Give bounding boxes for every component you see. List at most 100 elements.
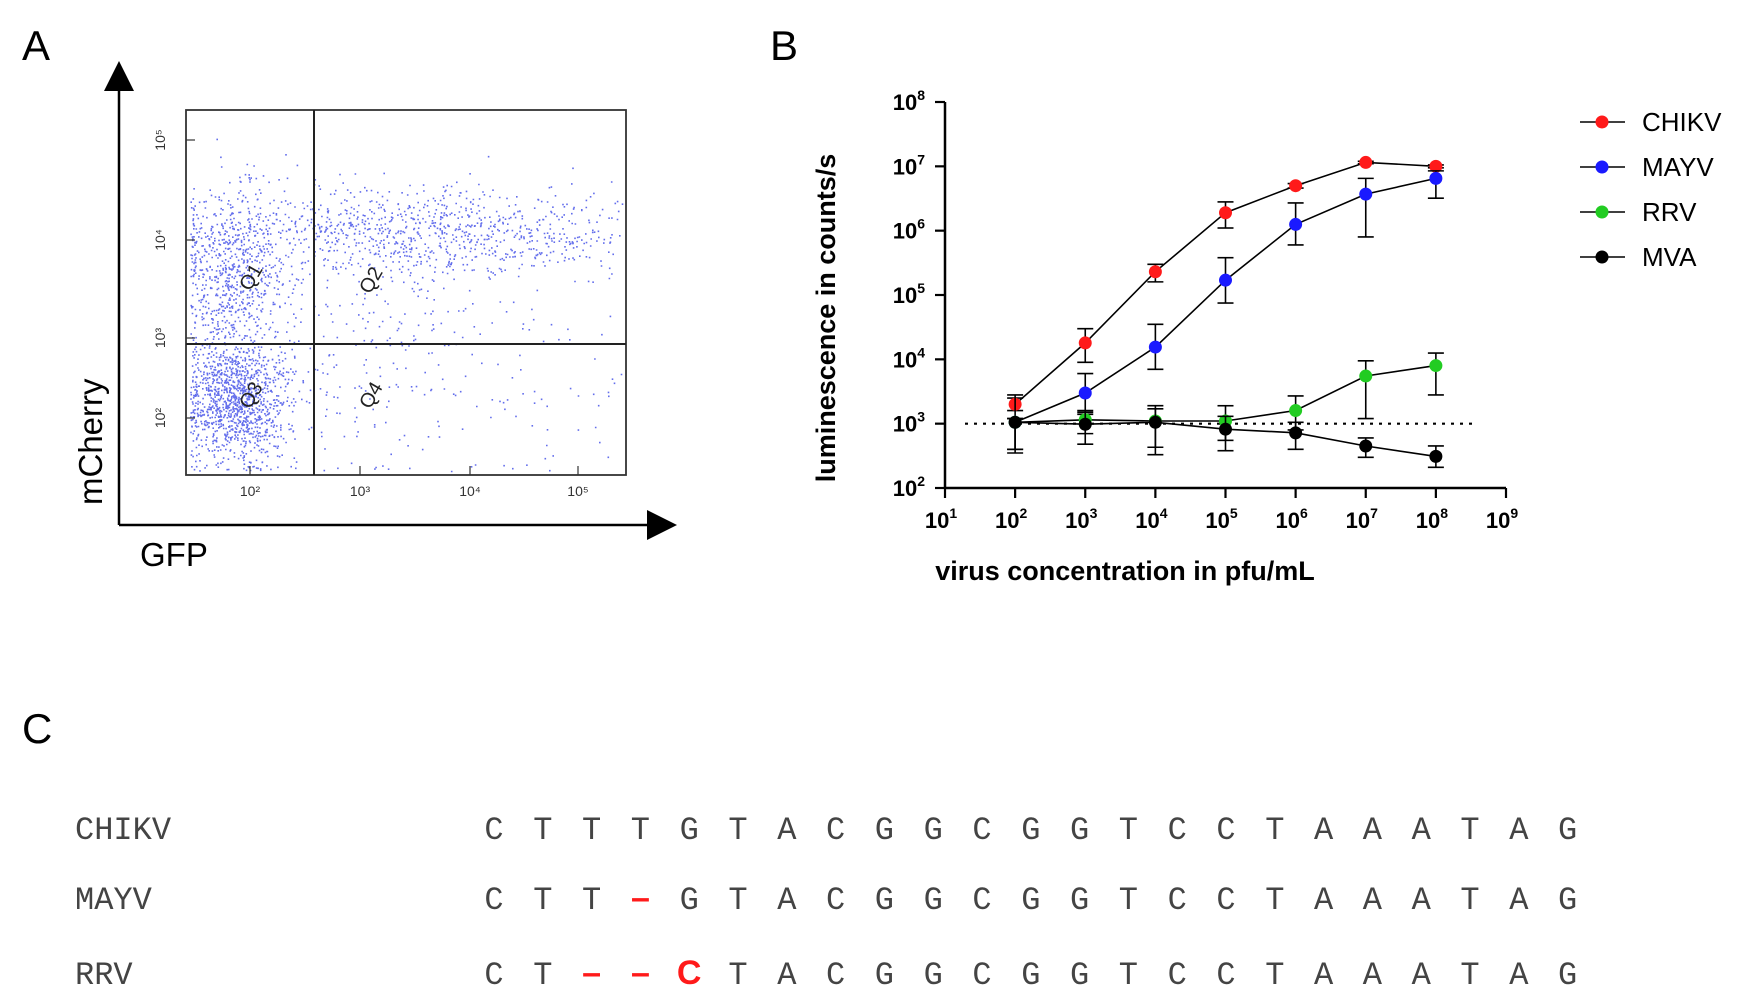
base: T	[533, 957, 552, 994]
series-chikv	[1007, 155, 1444, 412]
base: T	[728, 957, 747, 994]
base: C	[972, 957, 991, 994]
base: T	[1460, 957, 1479, 994]
base: C	[1168, 812, 1187, 849]
base: G	[875, 812, 894, 849]
flow-cytometry-plot: 10² 10³ 10⁴ 10⁵ 10² 10³ 10⁴ 10⁵ GFP mCherry Q1 Q…	[72, 61, 677, 573]
x-tick-label: 109	[1486, 505, 1518, 533]
base: G	[1070, 882, 1089, 919]
base: A	[1509, 882, 1529, 919]
data-point	[1219, 273, 1232, 287]
y-tick-label: 106	[893, 216, 925, 244]
alignment-row-rrv: RRV C T – – C T A C G G C G G T C C T A A A T A G	[75, 954, 1577, 994]
legend-item-rrv: RRV	[1580, 197, 1697, 227]
highlighted-base: –	[582, 954, 601, 992]
base: A	[1314, 812, 1334, 849]
x-tick-label: 105	[1205, 505, 1237, 533]
base: T	[1265, 957, 1284, 994]
legend-item-mayv: MAYV	[1580, 152, 1714, 182]
legend-label: MAYV	[1642, 152, 1714, 182]
x-tick-label: 103	[1065, 505, 1097, 533]
highlighted-base: C	[677, 954, 702, 992]
base: G	[924, 882, 943, 919]
data-point	[1289, 217, 1303, 231]
plot-frame	[185, 109, 627, 476]
base: A	[1363, 812, 1383, 849]
data-point	[1148, 265, 1162, 279]
panel-label-c: C	[22, 705, 53, 752]
data-point	[1219, 206, 1232, 220]
base: G	[875, 957, 894, 994]
quadrant-label: Q4	[355, 378, 387, 412]
x-axis-title: virus concentration in pfu/mL	[935, 556, 1315, 586]
chart-legend: CHIKV MAYV RRV MVA	[1580, 107, 1722, 272]
base: G	[924, 957, 943, 994]
y-tick-label: 10⁴	[152, 229, 168, 251]
data-point	[1148, 415, 1162, 429]
base: T	[631, 812, 650, 849]
legend-marker	[1595, 160, 1609, 174]
data-point	[1359, 439, 1373, 453]
sequence-label: CHIKV	[75, 812, 172, 849]
base: T	[728, 812, 747, 849]
data-point	[1429, 171, 1443, 185]
data-point	[1429, 159, 1443, 173]
data-point	[1359, 155, 1373, 169]
base: C	[826, 882, 845, 919]
sequence-label: MAYV	[75, 882, 153, 919]
highlighted-base: –	[631, 954, 650, 992]
base: A	[777, 882, 797, 919]
base: A	[1412, 882, 1432, 919]
base: T	[1119, 812, 1138, 849]
base: C	[484, 812, 503, 849]
y-tick-label: 107	[893, 151, 925, 179]
base: G	[875, 882, 894, 919]
chart-axes: 101 102 103 104 105 106 107 108 1091021031041051…	[893, 87, 1519, 533]
data-point	[1008, 415, 1022, 429]
legend-marker	[1595, 250, 1609, 264]
y-tick-label: 10³	[152, 328, 168, 349]
scatter-points	[190, 138, 624, 473]
x-tick-label: 108	[1416, 505, 1448, 533]
quadrant-label: Q1	[235, 260, 267, 294]
base: A	[777, 812, 797, 849]
x-tick-label: 101	[925, 505, 957, 533]
base: T	[582, 812, 601, 849]
y-tick-label: 108	[893, 87, 925, 115]
series-mva	[1007, 404, 1444, 469]
base: G	[1021, 882, 1040, 919]
alignment-row-chikv: CHIKV C T T T G T A C G G C G G T C C T A A A T A G	[75, 812, 1577, 849]
base: A	[1363, 957, 1383, 994]
y-tick-label: 104	[893, 344, 925, 372]
base: C	[1216, 882, 1235, 919]
base: G	[1558, 812, 1577, 849]
data-point	[1289, 426, 1303, 440]
base: T	[533, 882, 552, 919]
base: A	[1509, 812, 1529, 849]
base: G	[1558, 957, 1577, 994]
base: T	[728, 882, 747, 919]
base: A	[1509, 957, 1529, 994]
base: G	[680, 882, 699, 919]
x-tick-label: 107	[1346, 505, 1378, 533]
base: T	[533, 812, 552, 849]
data-point	[1429, 359, 1443, 373]
data-point	[1078, 417, 1092, 431]
base: T	[1265, 882, 1284, 919]
base: C	[972, 812, 991, 849]
y-axis-label: mCherry	[72, 378, 109, 505]
x-tick-label: 10⁴	[459, 483, 481, 499]
x-tick-label: 10²	[240, 483, 261, 499]
panel-label-a: A	[22, 22, 51, 69]
data-point	[1359, 187, 1373, 201]
y-tick-label: 10⁵	[152, 129, 168, 150]
base: T	[1460, 882, 1479, 919]
base: C	[1168, 882, 1187, 919]
base: G	[1070, 812, 1089, 849]
panel-label-b: B	[770, 22, 799, 69]
y-tick-label: 103	[893, 409, 925, 437]
legend-label: MVA	[1642, 242, 1697, 272]
legend-marker	[1595, 115, 1609, 129]
data-point	[1078, 336, 1092, 350]
